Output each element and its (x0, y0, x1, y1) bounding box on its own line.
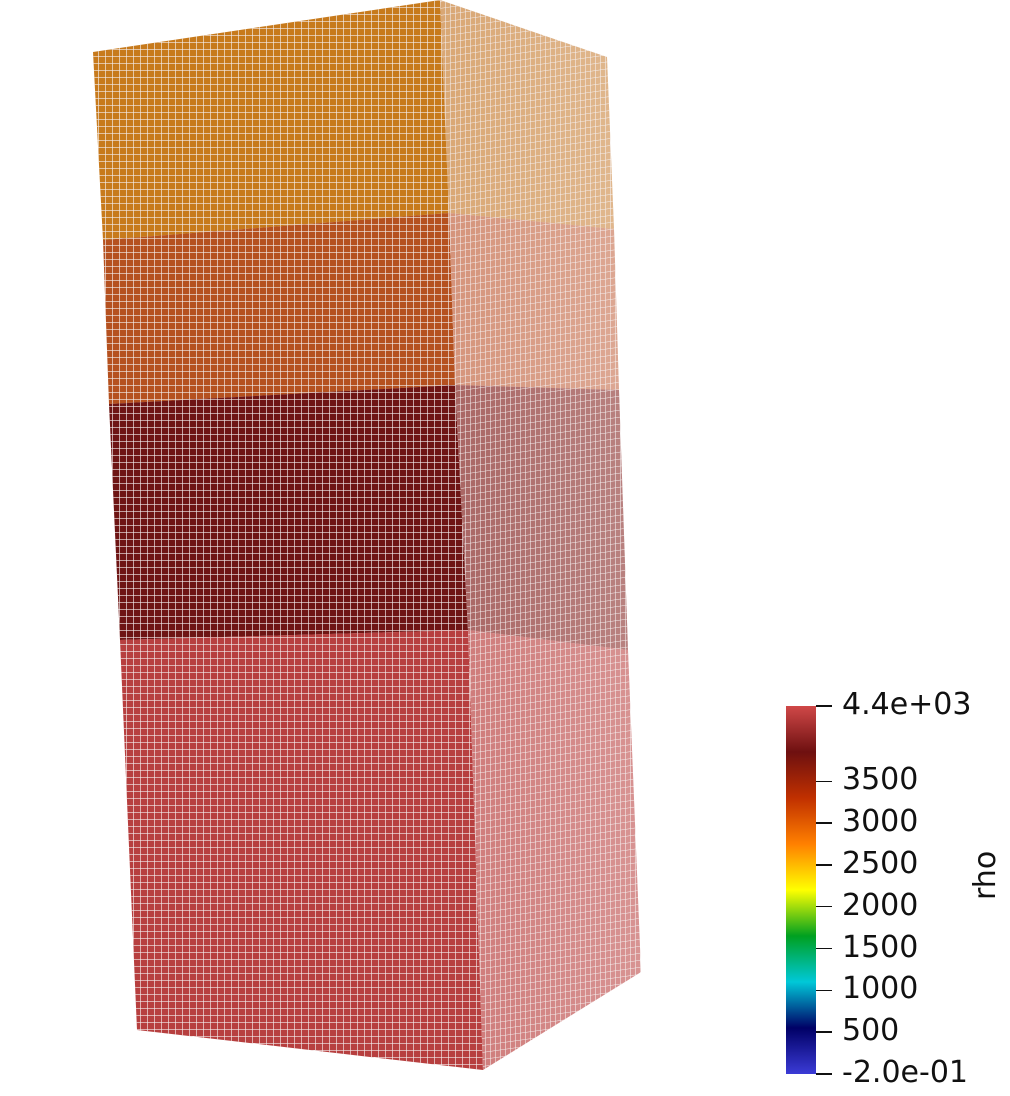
colorbar-tick-label: -2.0e-01 (842, 1055, 968, 1090)
colorbar-tick-label: 2500 (842, 845, 919, 881)
colorbar-gradient (786, 706, 816, 1074)
lower-middle-layer-side-shade (455, 385, 628, 650)
colorbar-tick (816, 1031, 832, 1033)
colorbar-tick (816, 822, 832, 824)
colorbar-title: rho (968, 850, 1003, 900)
top-layer-side-shade (440, 0, 614, 229)
bottom-layer-front-grid (120, 630, 483, 1070)
colorbar-tick-label: 1500 (842, 929, 919, 965)
colorbar-tick-label: 4.4e+03 (842, 687, 972, 722)
colorbar-tick (816, 1073, 832, 1075)
colorbar-tick (816, 705, 832, 707)
colorbar-tick (816, 864, 832, 866)
colorbar-tick (816, 905, 832, 908)
upper-middle-layer-side-shade (449, 213, 619, 390)
colorbar-tick-label: 3000 (842, 804, 919, 840)
colorbar-tick (816, 989, 832, 992)
bottom-layer-side-shade (468, 630, 641, 1070)
colorbar-tick (816, 780, 832, 783)
colorbar-tick-label: 2000 (842, 887, 919, 923)
colorbar-tick (816, 947, 832, 950)
lower-middle-layer-front-grid (109, 385, 468, 640)
colorbar-tick-label: 1000 (842, 971, 919, 1007)
colorbar-tick-label: 3500 (842, 762, 919, 798)
upper-middle-layer-front-grid (103, 213, 455, 404)
colorbar-tick-label: 500 (842, 1013, 900, 1049)
top-layer-front-grid (93, 0, 449, 240)
